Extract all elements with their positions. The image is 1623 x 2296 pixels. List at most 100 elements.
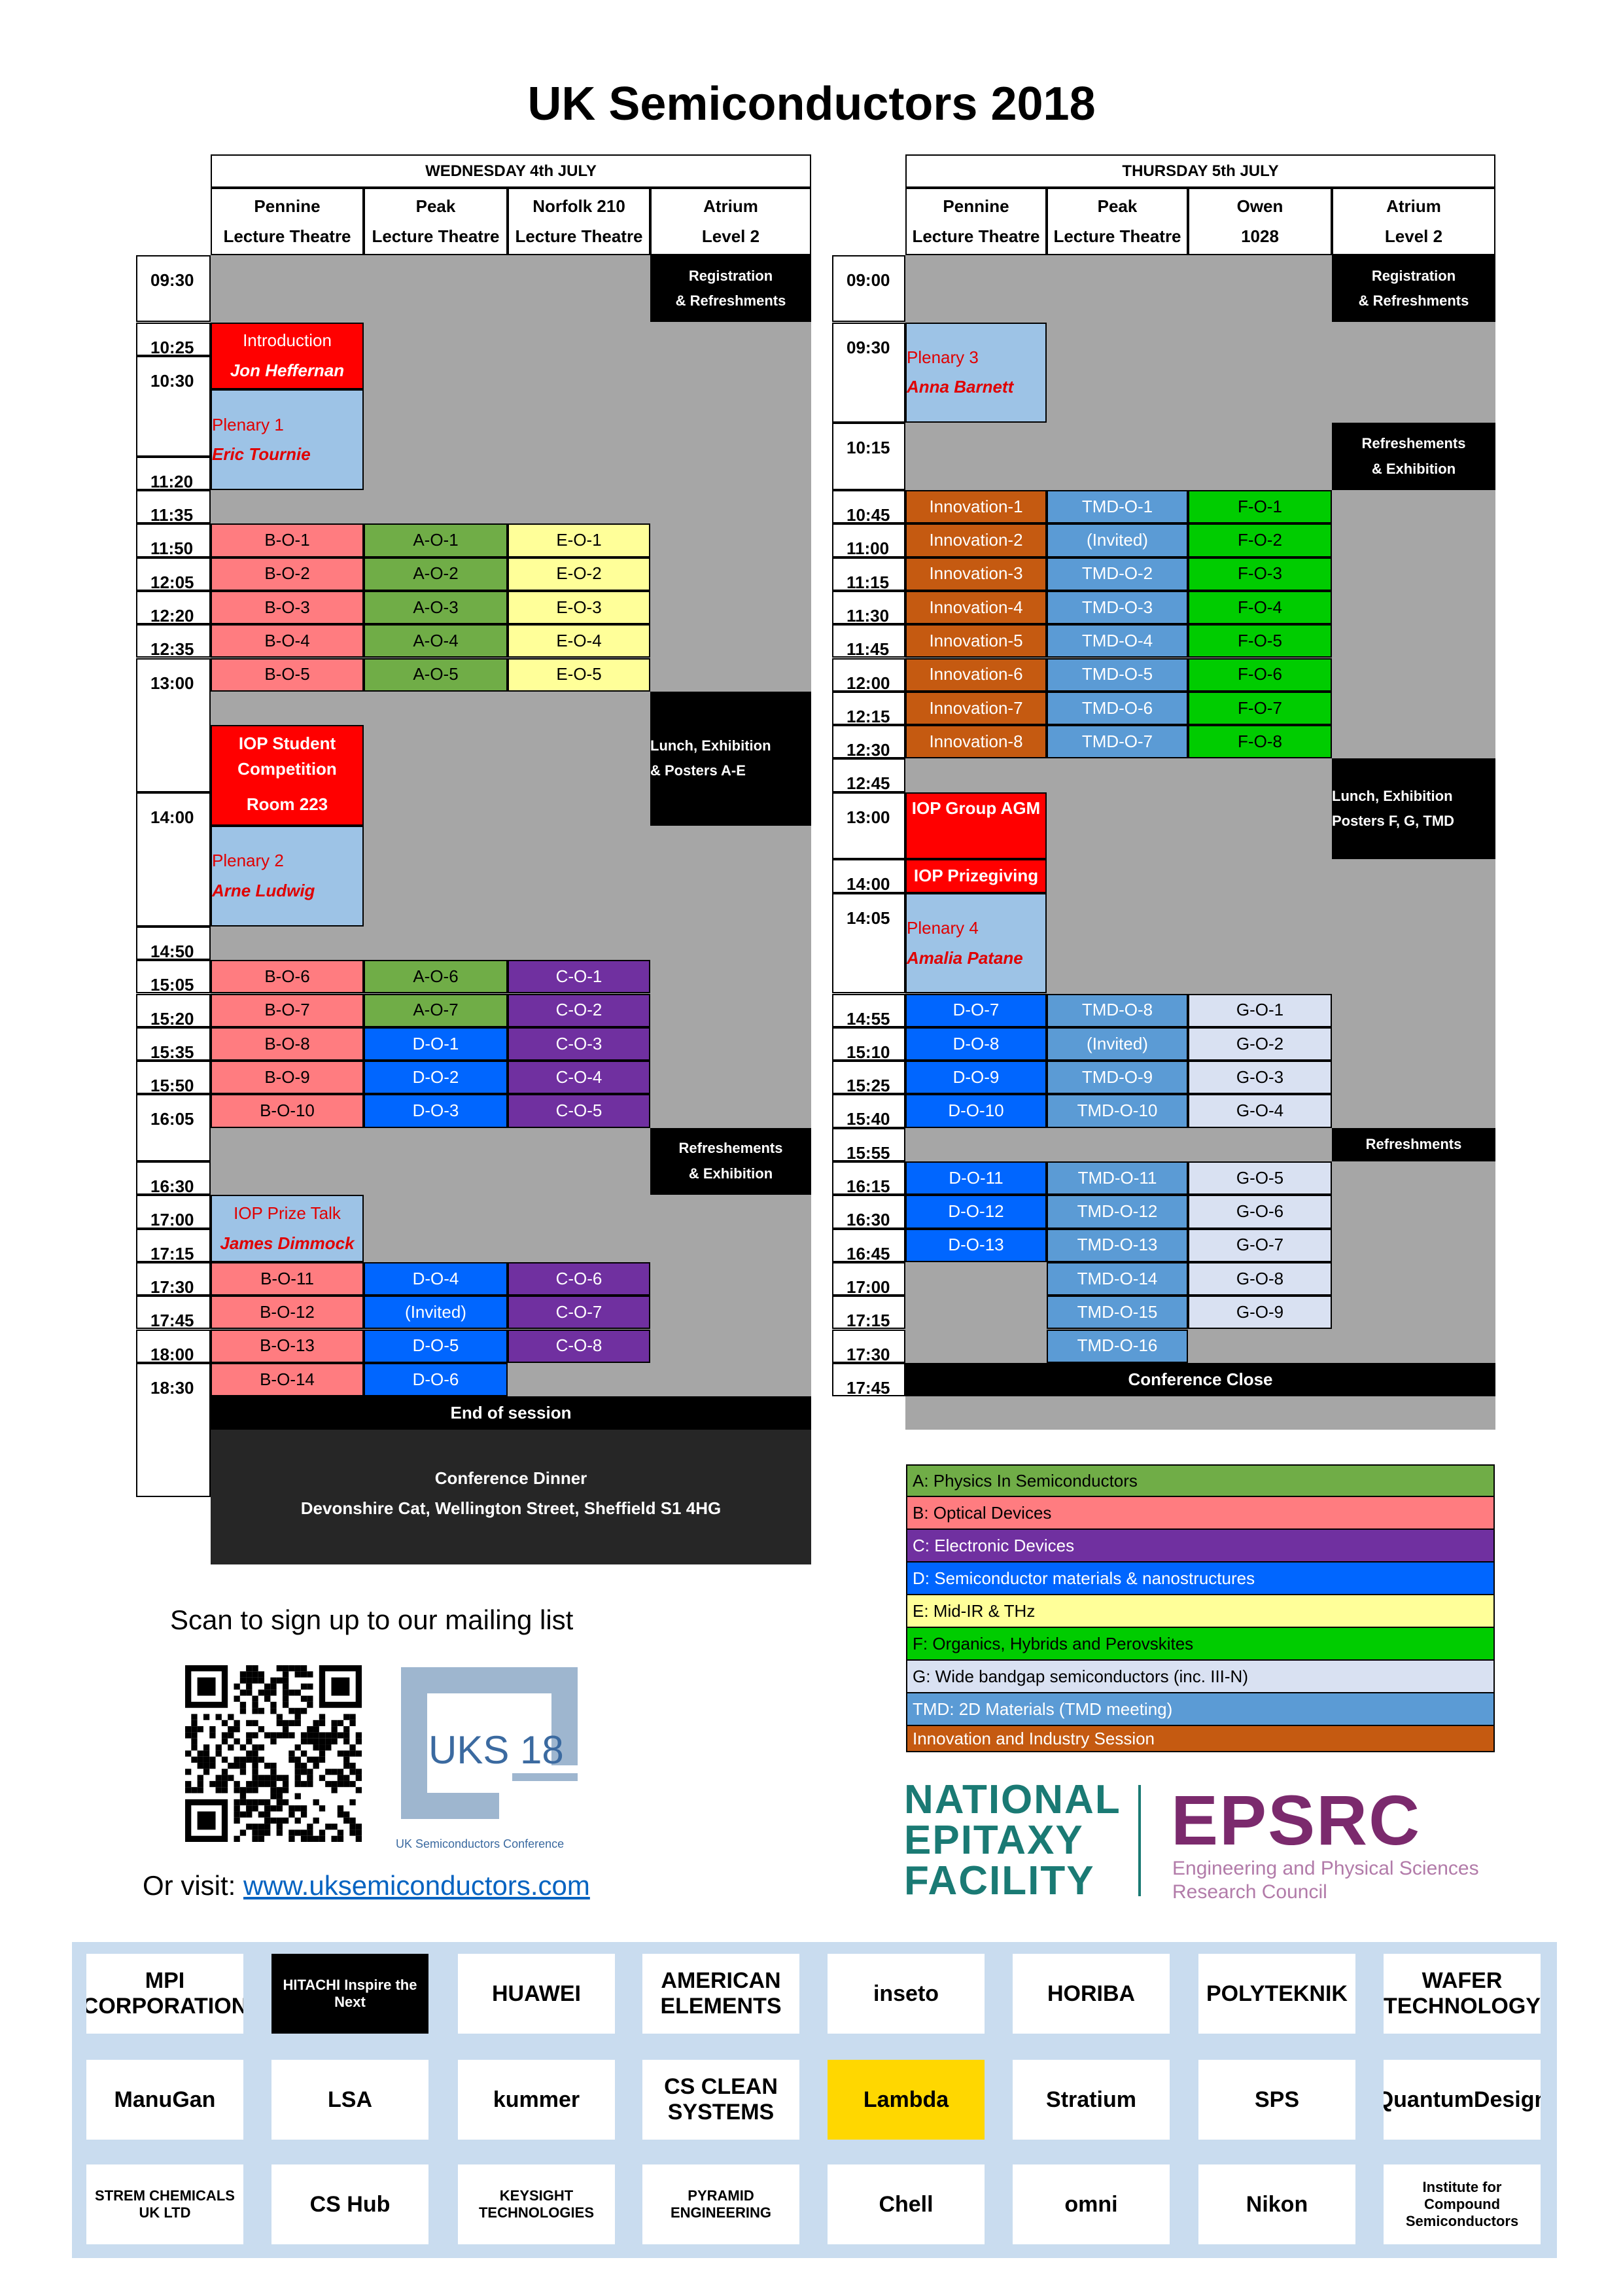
wed-lunch-line: & Posters A-E <box>650 762 746 779</box>
wed-session: C-O-3 <box>508 1027 650 1061</box>
legend-item: A: Physics In Semiconductors <box>906 1464 1495 1497</box>
legend-item: Innovation and Industry Session <box>906 1726 1495 1752</box>
legend-item: G: Wide bandgap semiconductors (inc. III… <box>906 1661 1495 1693</box>
legend: A: Physics In Semiconductors B: Optical D… <box>906 1464 1495 1752</box>
thu-innovation: Innovation-6 <box>905 658 1047 692</box>
thu-conference-close: Conference Close <box>905 1362 1495 1397</box>
wed-time: 11:35 <box>136 490 211 524</box>
thu-tmd: TMD-O-14 <box>1047 1262 1188 1296</box>
wed-session: E-O-3 <box>508 590 650 625</box>
sponsor-panel: MPI CORPORATION HITACHI Inspire the Next H… <box>72 1942 1557 2258</box>
wed-session: B-O-11 <box>211 1262 364 1296</box>
thu-innovation: Innovation-4 <box>905 590 1047 625</box>
sponsor-logo: POLYTEKNIK <box>1198 1954 1355 2034</box>
thu-time: 12:15 <box>832 691 905 726</box>
thu-lunch-line: Posters F, G, TMD <box>1332 813 1455 830</box>
sponsor-logo: Chell <box>828 2164 985 2244</box>
thu-tmd: (Invited) <box>1047 1027 1188 1061</box>
sponsor-logo: ManuGan <box>86 2060 243 2140</box>
wed-session: B-O-13 <box>211 1329 364 1363</box>
thu-g-session: G-O-7 <box>1188 1228 1332 1262</box>
wed-session: B-O-7 <box>211 993 364 1027</box>
thu-d-session: D-O-9 <box>905 1061 1047 1095</box>
thu-refreshments-1-line: Refreshements <box>1361 435 1466 452</box>
thu-innovation: Innovation-1 <box>905 490 1047 524</box>
thu-plenary-3: Plenary 3 Anna Barnett <box>905 322 1047 423</box>
wed-session: B-O-4 <box>211 624 364 658</box>
wed-session: C-O-2 <box>508 993 650 1027</box>
thu-room-header-line: Lecture Theatre <box>912 226 1040 246</box>
visit-label: Or visit: <box>143 1870 243 1901</box>
wed-room-header-line: Peak <box>415 196 456 217</box>
wed-refreshments-line: Refreshements <box>678 1140 783 1157</box>
wed-room-header-line: Level 2 <box>701 226 760 246</box>
wed-session: C-O-1 <box>508 960 650 994</box>
legend-item: E: Mid-IR & THz <box>906 1595 1495 1628</box>
wed-refreshments: Refreshements & Exhibition <box>650 1127 811 1195</box>
sponsor-logo: AMERICAN ELEMENTS <box>642 1954 799 2034</box>
wed-time: 15:05 <box>136 960 211 994</box>
wed-session: B-O-14 <box>211 1362 364 1397</box>
thu-refreshments-1: Refreshements & Exhibition <box>1332 423 1495 490</box>
thu-innovation: Innovation-7 <box>905 691 1047 726</box>
wed-lunch-line: Lunch, Exhibition <box>650 737 771 754</box>
epsrc-logo: EPSRC <box>1171 1780 1422 1860</box>
sponsor-logo: Nikon <box>1198 2164 1355 2244</box>
thu-room-header-line: Owen <box>1236 196 1283 217</box>
wed-room-header: Pennine Lecture Theatre <box>211 188 364 255</box>
wed-session: D-O-3 <box>364 1094 508 1128</box>
sponsor-logo: Stratium <box>1013 2060 1170 2140</box>
wed-session: C-O-4 <box>508 1061 650 1095</box>
sponsor-logo: omni <box>1013 2164 1170 2244</box>
thu-tmd: TMD-O-15 <box>1047 1296 1188 1330</box>
wed-time: 17:15 <box>136 1228 211 1262</box>
sponsor-logo: kummer <box>458 2060 615 2140</box>
wed-time: 14:00 <box>136 792 211 927</box>
sponsor-logo: HUAWEI <box>458 1954 615 2034</box>
wed-time: 14:50 <box>136 926 211 961</box>
thu-tmd: TMD-O-7 <box>1047 725 1188 759</box>
thu-room-header-line: Peak <box>1097 196 1138 217</box>
sponsor-logo: Lambda <box>828 2060 985 2140</box>
sponsor-logo: CS CLEAN SYSTEMS <box>642 2060 799 2140</box>
website-link[interactable]: www.uksemiconductors.com <box>243 1870 590 1901</box>
thu-tmd: TMD-O-12 <box>1047 1195 1188 1229</box>
sponsor-logo: QuantumDesign <box>1384 2060 1541 2140</box>
thu-time: 14:00 <box>832 859 905 893</box>
qr-code[interactable] <box>185 1665 362 1842</box>
thu-time: 17:00 <box>832 1262 905 1296</box>
wed-time: 12:20 <box>136 590 211 625</box>
legend-item: C: Electronic Devices <box>906 1530 1495 1563</box>
thu-g-session: G-O-8 <box>1188 1262 1332 1296</box>
wed-session: B-O-6 <box>211 960 364 994</box>
wed-registration-line: Registration <box>688 267 773 284</box>
thu-time: 15:55 <box>832 1127 905 1161</box>
epsrc-subtitle: Engineering and Physical Sciences Resear… <box>1172 1857 1479 1904</box>
wed-session: E-O-2 <box>508 557 650 591</box>
sponsor-logo: CS Hub <box>271 2164 428 2244</box>
uks18-logo-sub: UK Semiconductors Conference <box>396 1837 565 1850</box>
thu-room-header-line: Pennine <box>943 196 1009 217</box>
wed-plenary-1: Plenary 1 Eric Tournie <box>211 389 364 490</box>
wed-time: 15:35 <box>136 1027 211 1061</box>
sponsor-logo: inseto <box>828 1954 985 2034</box>
wed-room-header-line: Atrium <box>703 196 758 217</box>
thu-room-header-line: Atrium <box>1386 196 1441 217</box>
thu-time: 17:15 <box>832 1296 905 1330</box>
thu-room-header-line: 1028 <box>1241 226 1279 246</box>
thu-time: 16:15 <box>832 1161 905 1195</box>
wed-plenary-2: Plenary 2 Arne Ludwig <box>211 826 364 927</box>
national-epitaxy-facility-logo: NATIONAL EPITAXY FACILITY <box>904 1780 1121 1901</box>
wed-day-header: WEDNESDAY 4th JULY <box>211 154 811 188</box>
wed-session: A-O-5 <box>364 658 508 692</box>
wed-session: B-O-9 <box>211 1061 364 1095</box>
sponsor-logo: PYRAMID ENGINEERING <box>642 2164 799 2244</box>
thu-iop-prizegiving: IOP Prizegiving <box>905 859 1047 893</box>
wed-time: 16:05 <box>136 1094 211 1161</box>
wed-dinner-line: Devonshire Cat, Wellington Street, Sheff… <box>300 1498 722 1518</box>
wed-session: A-O-4 <box>364 624 508 658</box>
thu-plenary-4: Plenary 4 Amalia Patane <box>905 892 1047 994</box>
thu-time: 15:40 <box>832 1094 905 1128</box>
thu-time: 16:45 <box>832 1228 905 1262</box>
legend-item: F: Organics, Hybrids and Perovskites <box>906 1628 1495 1661</box>
